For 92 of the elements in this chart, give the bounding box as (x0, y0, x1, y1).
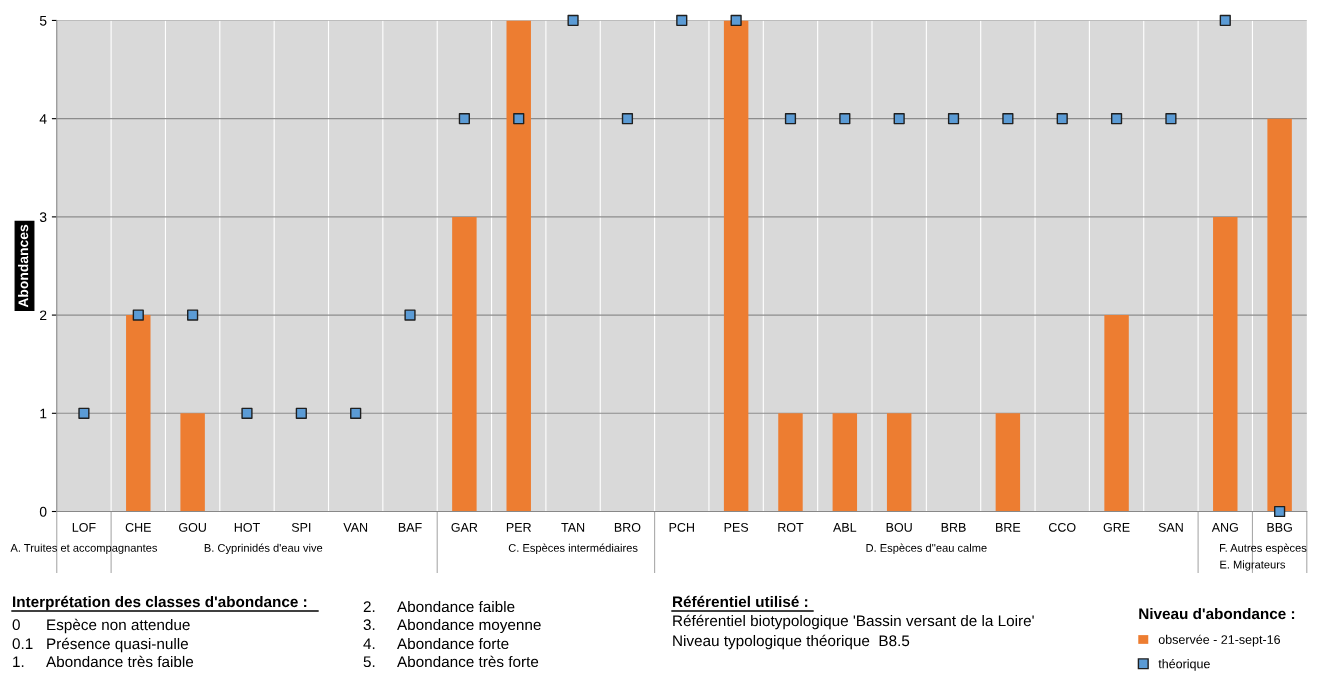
point (513, 113, 525, 125)
text: E. Migrateurs (1220, 560, 1286, 571)
y-tick-label: 1 (40, 408, 47, 419)
text: C. Espèces intermédiaires (508, 543, 638, 555)
text: Référentiel utilisé : (673, 595, 808, 608)
bar (832, 413, 858, 512)
text: B. Cyprinidés d'eau vive (204, 543, 323, 555)
bar (1213, 216, 1238, 512)
x-tick-label: CHE (125, 522, 151, 532)
text: 3. (363, 619, 375, 631)
text: 0.1 (12, 638, 33, 650)
text: 0 (12, 619, 20, 631)
x-tick-label: GOU (179, 522, 206, 532)
bar (126, 315, 151, 512)
bar (1104, 315, 1129, 512)
x-tick-label: BOU (886, 522, 912, 532)
x-tick-label: ABL (833, 523, 857, 532)
legend-title: Niveau d'abondance : (1139, 607, 1295, 620)
point (1165, 113, 1177, 125)
text: A. Truites et accompagnantes (10, 543, 158, 554)
point (78, 407, 90, 419)
y-tick-label: 5 (39, 15, 47, 26)
bar (452, 216, 477, 512)
point (621, 113, 634, 125)
text: Abondance faible (397, 600, 515, 613)
x-tick-label: BBG (1267, 522, 1292, 532)
x-tick-label: BRE (996, 523, 1021, 532)
x-tick-label: HOT (234, 522, 260, 532)
text: 1. (13, 656, 24, 667)
legend-label: théorique (1158, 658, 1210, 671)
y-tick-label: 3 (39, 212, 47, 223)
point (132, 309, 144, 321)
text: Abondance moyenne (397, 618, 541, 634)
x-tick-label: PCH (669, 522, 694, 532)
point (676, 14, 688, 27)
point (1002, 113, 1014, 125)
bar (1267, 118, 1292, 512)
bar (995, 413, 1021, 512)
text: Abondance très faible (46, 655, 194, 668)
x-tick-label: SPI (291, 522, 311, 532)
point (784, 113, 797, 125)
point (947, 113, 960, 125)
point (1110, 113, 1123, 125)
point (893, 113, 905, 125)
y-tick-label: 0 (39, 506, 47, 517)
x-tick-label: ROT (778, 522, 804, 532)
text: 4. (363, 638, 375, 649)
point (839, 113, 851, 125)
text: Interprétation des classes d'abondance : (13, 595, 307, 611)
x-tick-label: BAF (398, 523, 422, 532)
x-tick-label: TAN (561, 523, 585, 532)
y-axis-title: Abondances (18, 224, 29, 308)
bar (723, 20, 749, 512)
bar (886, 413, 912, 512)
point (730, 14, 742, 27)
text: Abondance forte (397, 637, 509, 650)
x-tick-label: VAN (343, 523, 368, 532)
x-tick-label: LOF (72, 522, 96, 532)
x-tick-label: BRB (941, 523, 966, 532)
point (295, 407, 307, 419)
bar (506, 20, 531, 512)
text: F. Autres espèces (1220, 543, 1307, 555)
bar (778, 413, 803, 512)
bar (180, 413, 205, 512)
x-tick-label: GAR (451, 522, 478, 532)
point (458, 113, 470, 125)
text: Espèce non attendue (47, 618, 190, 634)
point (1274, 505, 1286, 518)
x-tick-label: SAN (1158, 522, 1183, 532)
x-tick-label: PER (506, 523, 531, 532)
legend-label: observée - 21-sept-16 (1158, 634, 1281, 647)
text: Abondance très forte (397, 655, 539, 668)
x-tick-label: ANG (1211, 522, 1238, 532)
text: 5. (363, 656, 375, 668)
point (404, 309, 416, 321)
point (1219, 14, 1231, 27)
text: Présence quasi-nulle (47, 637, 188, 653)
text: 2. (363, 601, 375, 612)
y-tick-label: 4 (39, 114, 47, 124)
text: D. Espèces d''eau calme (866, 543, 987, 555)
point (187, 309, 199, 321)
point (241, 407, 253, 419)
point (350, 407, 362, 419)
text: Niveau typologique théorique B8.5 (673, 634, 910, 650)
x-tick-label: PES (724, 522, 749, 532)
y-tick-label: 2 (40, 310, 47, 321)
text: Référentiel biotypologique 'Bassin versant de la Loire' (673, 614, 1034, 630)
x-tick-label: BRO (614, 522, 641, 532)
point (1056, 113, 1068, 125)
point (567, 14, 579, 27)
x-tick-label: GRE (1103, 522, 1130, 532)
x-tick-label: CCO (1048, 522, 1076, 532)
